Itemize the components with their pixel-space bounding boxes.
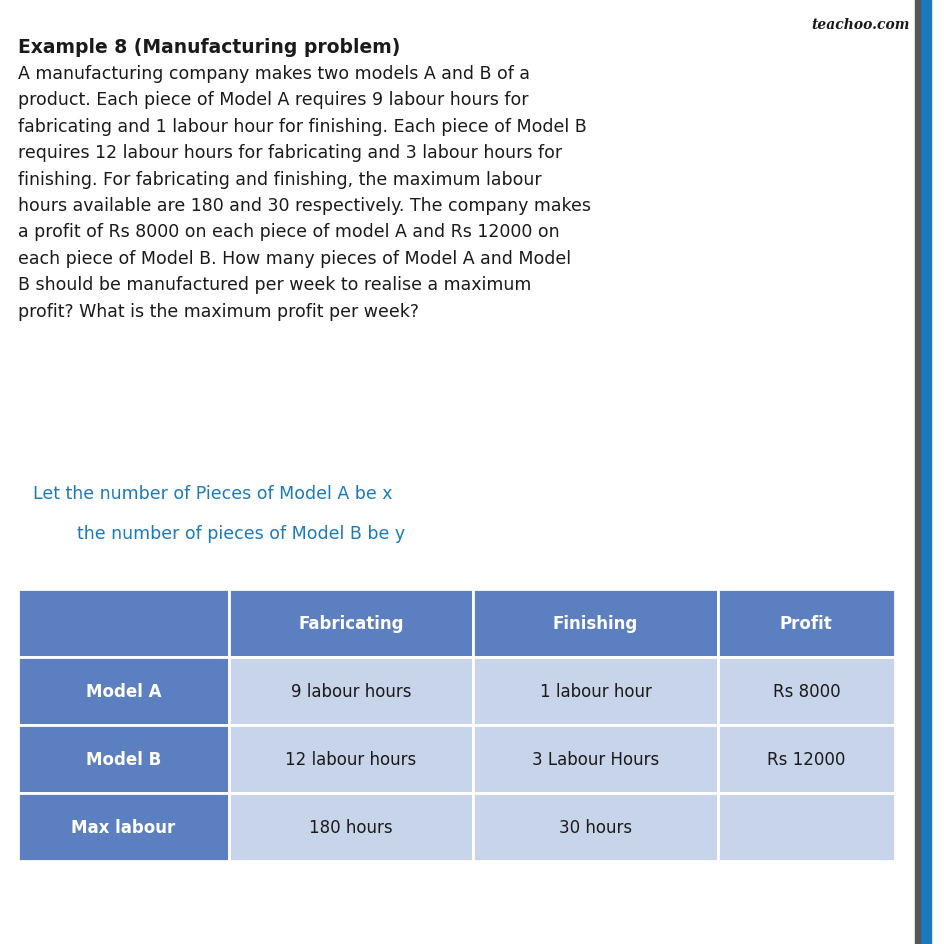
Bar [716,725,894,793]
Bar [716,589,894,657]
Bar [228,657,473,725]
Bar [473,793,716,861]
Text: 180 hours: 180 hours [309,818,393,836]
Text: 3 Labour Hours: 3 Labour Hours [531,750,658,768]
Text: Finishing: Finishing [552,615,637,632]
Bar [228,589,473,657]
Text: Fabricating: Fabricating [298,615,403,632]
Text: 12 labour hours: 12 labour hours [285,750,416,768]
Bar [228,725,473,793]
Bar [473,725,716,793]
Text: 30 hours: 30 hours [558,818,632,836]
Text: teachoo.com: teachoo.com [811,18,909,32]
Bar [473,657,716,725]
Bar [914,0,919,944]
Text: 9 labour hours: 9 labour hours [291,683,411,700]
Text: Model A: Model A [86,683,161,700]
Bar [919,0,930,944]
Bar [18,725,228,793]
Text: Rs 12000: Rs 12000 [767,750,845,768]
Bar [18,793,228,861]
Bar [18,657,228,725]
Text: 1 labour hour: 1 labour hour [539,683,650,700]
Text: Max labour: Max labour [71,818,176,836]
Bar [716,657,894,725]
Text: Example 8 (Manufacturing problem): Example 8 (Manufacturing problem) [18,38,400,57]
Text: Model B: Model B [86,750,160,768]
Text: A manufacturing company makes two models A and B of a
product. Each piece of Mod: A manufacturing company makes two models… [18,65,590,320]
Text: Let the number of Pieces of Model A be x: Let the number of Pieces of Model A be x [33,484,392,502]
Text: the number of pieces of Model B be y: the number of pieces of Model B be y [55,525,405,543]
Text: Profit: Profit [779,615,832,632]
Bar [228,793,473,861]
Text: Rs 8000: Rs 8000 [771,683,839,700]
Bar [716,793,894,861]
Bar [473,589,716,657]
Bar [18,589,228,657]
